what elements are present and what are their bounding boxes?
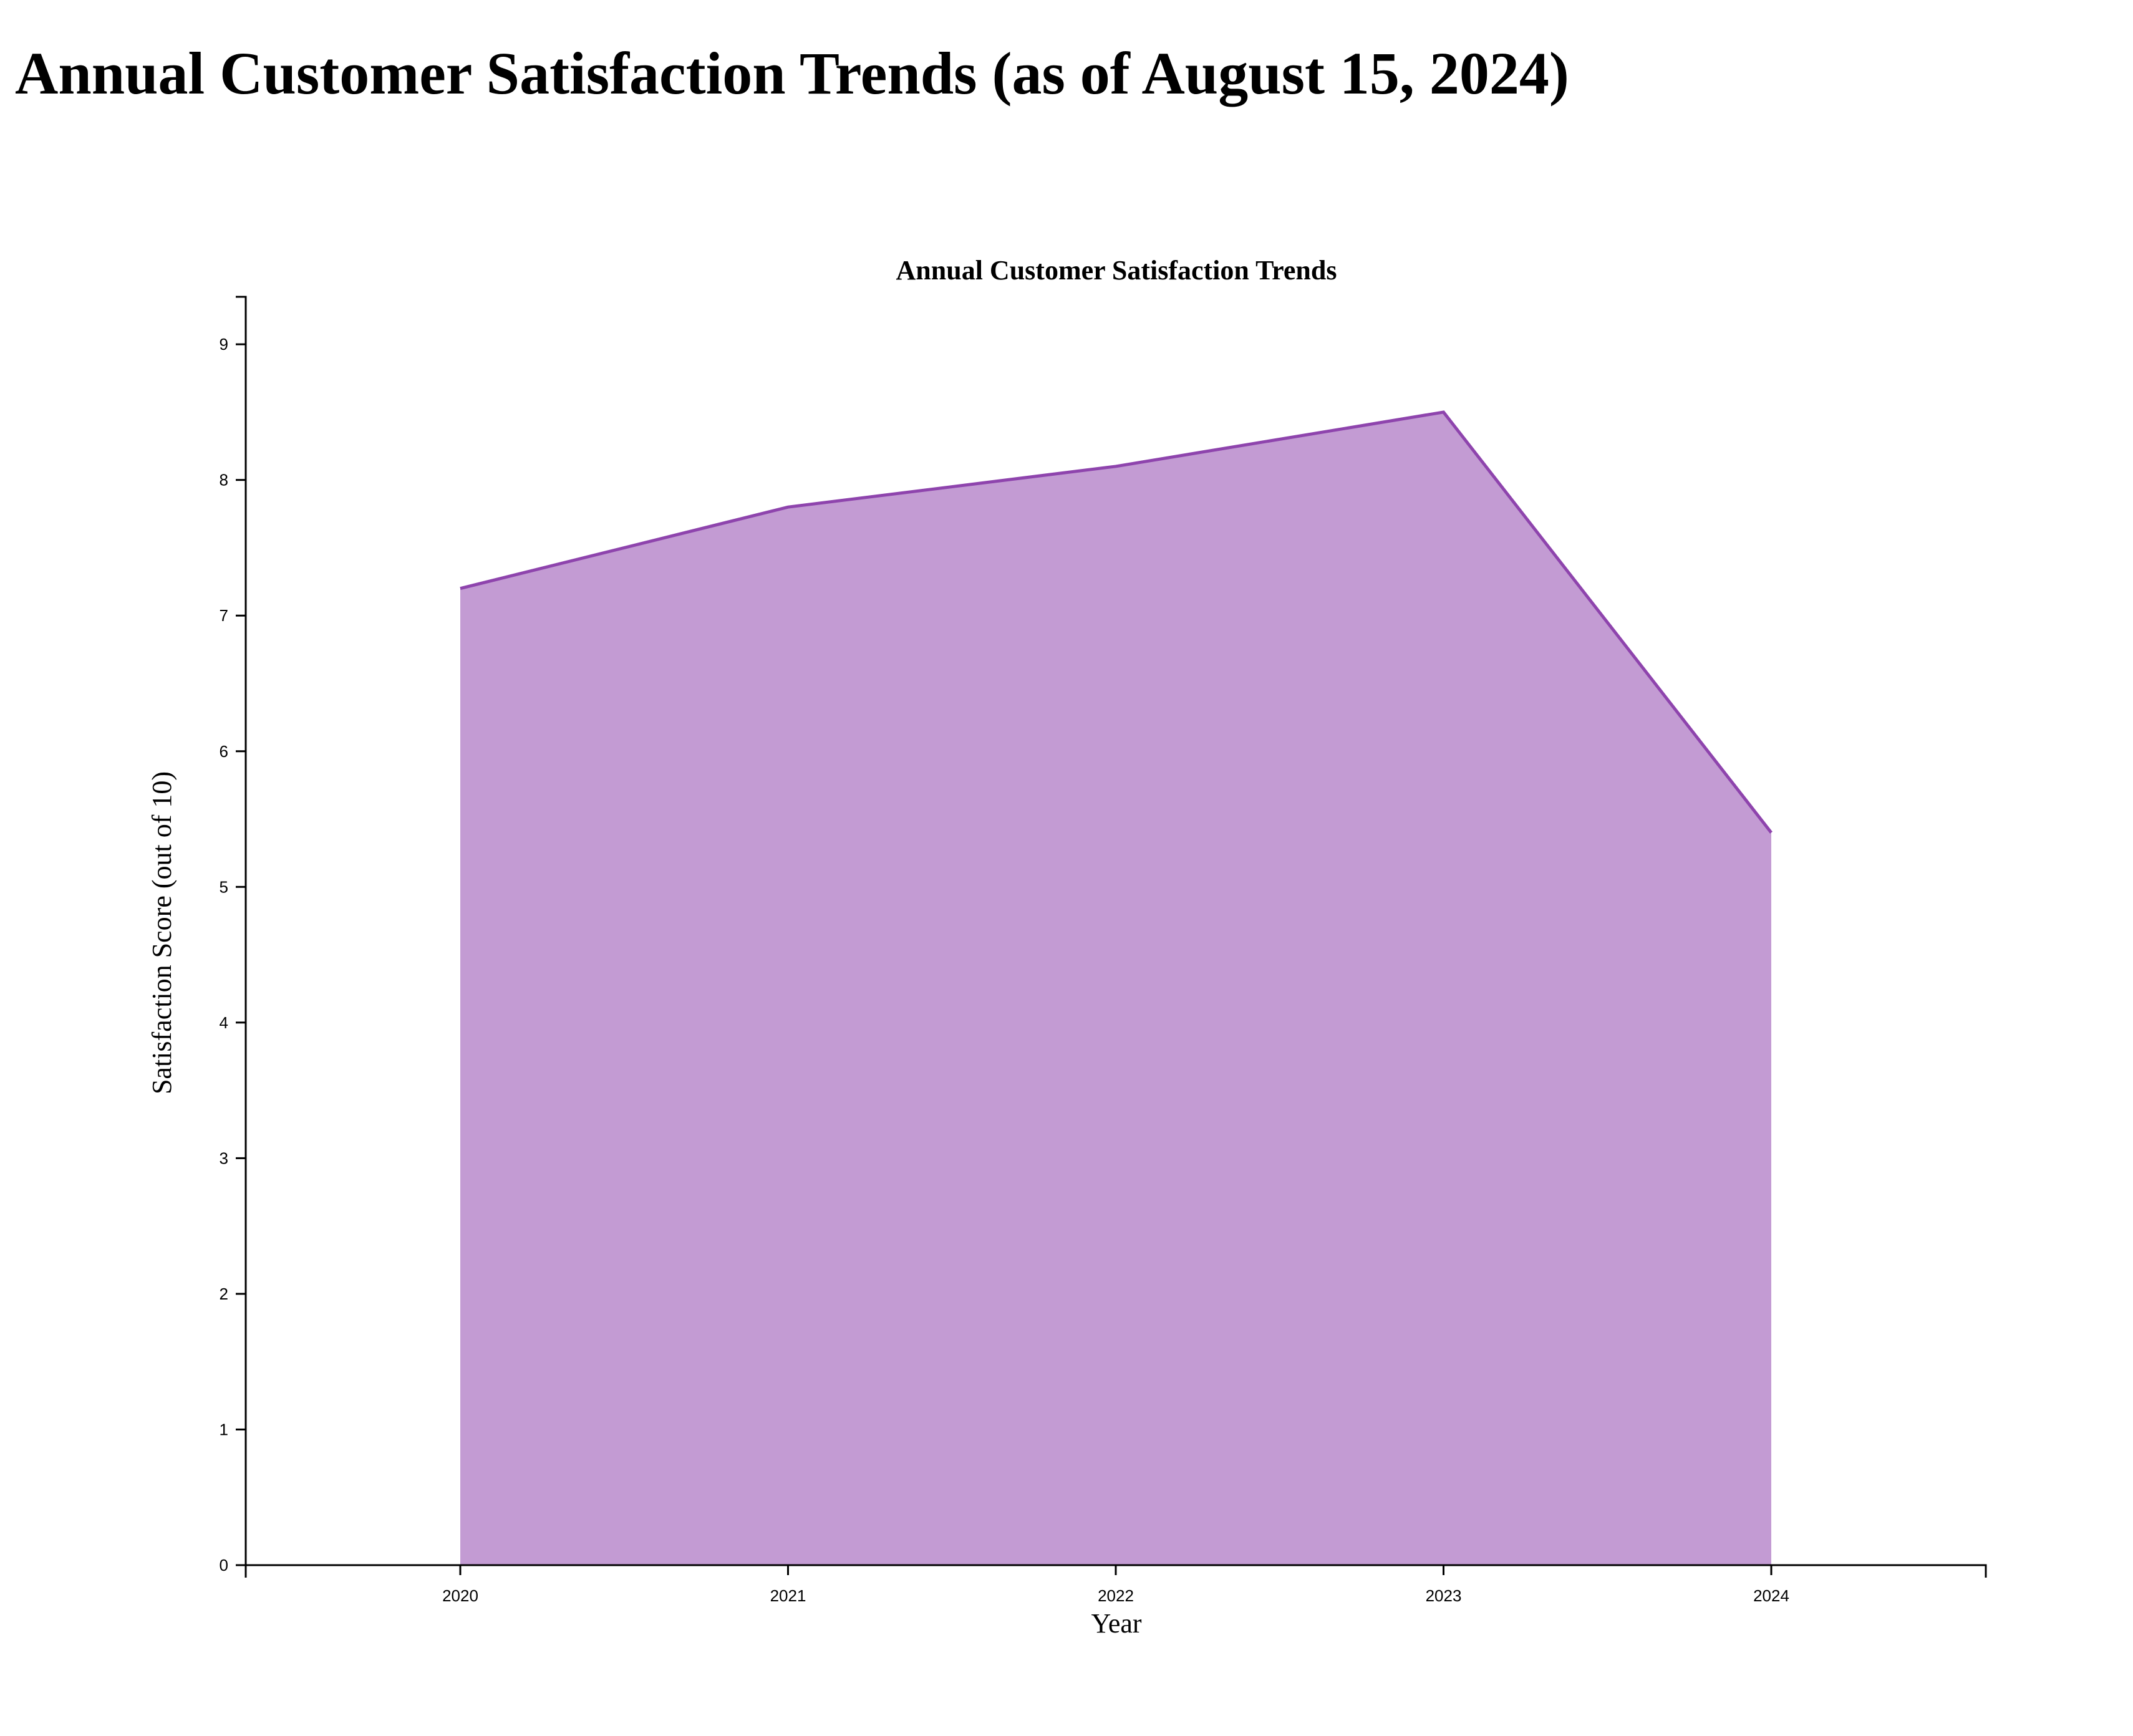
x-tick-label-2023: 2023 — [1426, 1586, 1462, 1605]
chart-title: Annual Customer Satisfaction Trends — [896, 255, 1337, 286]
x-tick-label-2022: 2022 — [1098, 1586, 1134, 1605]
y-tick-label-0: 0 — [220, 1556, 228, 1574]
y-axis-line — [236, 296, 247, 1566]
x-tick-label-2024: 2024 — [1753, 1586, 1789, 1605]
y-axis-title: Satisfaction Score (out of 10) — [147, 771, 177, 1094]
page-title: Annual Customer Satisfaction Trends (as … — [15, 40, 1569, 107]
area-fill — [460, 412, 1771, 1565]
area-layer — [460, 410, 1773, 1565]
y-tick-label-6: 6 — [220, 742, 228, 761]
y-tick-label-2: 2 — [220, 1285, 228, 1303]
x-axis: 2020 2021 2022 2023 2024 — [244, 1564, 1987, 1605]
x-tick-label-2021: 2021 — [770, 1586, 806, 1605]
series-line — [460, 410, 1773, 834]
x-axis-title: Year — [1091, 1608, 1141, 1639]
y-tick-label-5: 5 — [220, 877, 228, 896]
y-tick-label-4: 4 — [220, 1013, 228, 1032]
y-tick-label-1: 1 — [220, 1420, 228, 1439]
y-tick-label-3: 3 — [220, 1149, 228, 1167]
y-tick-label-7: 7 — [220, 606, 228, 625]
y-tick-label-9: 9 — [220, 335, 228, 354]
y-tick-label-8: 8 — [220, 471, 228, 489]
x-tick-label-2020: 2020 — [442, 1586, 478, 1605]
y-axis: 0 1 2 3 4 5 6 7 8 9 — [220, 296, 247, 1574]
